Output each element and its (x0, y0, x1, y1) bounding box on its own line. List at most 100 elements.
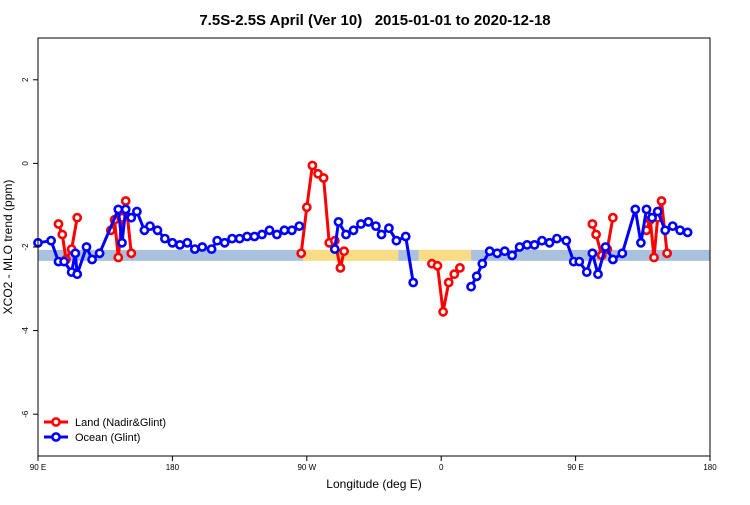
series-layer (33, 160, 693, 317)
series-1-point (492, 248, 503, 259)
series-1-point (477, 258, 488, 269)
x-tick-label: 90 E (30, 463, 46, 472)
series-1-point (120, 204, 131, 215)
x-tick-label: 180 (703, 463, 717, 472)
legend: Land (Nadir&Glint) Ocean (Glint) (44, 417, 166, 444)
y-axis-label: XCO2 - MLO trend (ppm) (1, 180, 15, 315)
series-0-point (432, 260, 443, 271)
series-1-point (376, 229, 387, 240)
legend-label-1: Ocean (Glint) (75, 432, 140, 444)
series-0-point (57, 229, 68, 240)
series-1-point (499, 246, 510, 257)
series-1-point (466, 281, 476, 292)
series-1-point (279, 225, 290, 236)
series-1-point (587, 248, 598, 259)
series-0-point (587, 219, 598, 229)
legend-marker-1 (51, 432, 61, 442)
series-0-point (608, 212, 618, 223)
series-1-point (682, 227, 693, 238)
series-0-point (296, 248, 307, 259)
y-tick-label: -4 (21, 326, 30, 334)
y-tick-label: 2 (21, 77, 30, 82)
series-1-point (471, 271, 482, 282)
series-1-point (544, 237, 555, 248)
series-1-point (234, 233, 245, 244)
series-1-point (608, 254, 618, 265)
series-1-point (227, 233, 237, 244)
series-0-point (339, 246, 349, 257)
series-1-point (94, 248, 105, 259)
legend-marker-0 (51, 417, 61, 427)
series-0-point (120, 196, 131, 206)
series-1-point (46, 235, 56, 246)
legend-label-0: Land (Nadir&Glint) (75, 417, 166, 429)
series-0-point (301, 202, 312, 213)
series-1-point (617, 248, 628, 259)
series-1-point (72, 269, 83, 280)
series-1-point (641, 204, 652, 215)
series-1-point (264, 225, 275, 236)
series-1-point (333, 216, 344, 227)
series-0 (53, 160, 672, 317)
series-1-point (206, 244, 217, 254)
series-1-point (652, 206, 663, 217)
series-0-point (454, 262, 465, 273)
series-1-point (212, 235, 223, 246)
series-1 (33, 204, 693, 292)
series-1-point (81, 242, 92, 252)
series-1-point (675, 225, 685, 236)
series-1-point (219, 237, 230, 248)
series-1-point (271, 229, 282, 240)
series-1-point (249, 231, 260, 242)
x-tick-label: 0 (439, 463, 444, 472)
series-0-point (662, 248, 672, 259)
series-1-point (182, 237, 193, 248)
series-0-point (53, 219, 64, 229)
series-1-point (507, 250, 517, 261)
series-1-point (126, 212, 137, 223)
series-1-point (117, 237, 127, 248)
series-1-point (159, 233, 170, 244)
series-0-point (443, 277, 454, 288)
series-1-point (630, 204, 641, 215)
series-1-point (363, 216, 374, 227)
series-1-point (257, 229, 267, 240)
series-1-point (600, 242, 611, 252)
y-tick-label: -2 (21, 243, 30, 251)
y-tick-label: 0 (21, 161, 30, 166)
x-tick-label: 90 W (297, 463, 316, 472)
y-tick-label: -6 (21, 410, 30, 418)
series-1-point (197, 242, 208, 252)
series-1-point (329, 244, 340, 254)
series-1-point (59, 256, 69, 267)
series-0-point (307, 160, 318, 171)
series-1-point (667, 221, 678, 231)
series-1-point (131, 206, 142, 217)
series-1-point (348, 225, 359, 236)
series-1-point (167, 237, 178, 248)
series-1-point (391, 235, 402, 246)
series-1-point (189, 244, 200, 254)
series-1-point (355, 219, 366, 229)
series-1-point (514, 242, 525, 252)
series-0-point (72, 212, 83, 223)
series-1-point (593, 269, 603, 280)
x-tick-label: 90 E (567, 463, 583, 472)
series-0-point (126, 248, 137, 259)
series-1-point (87, 254, 97, 265)
series-0-point (591, 229, 601, 240)
series-0-point (449, 269, 460, 280)
series-1-point (484, 246, 495, 257)
series-1-point (70, 248, 81, 259)
series-1-point (574, 256, 585, 267)
series-1-point (636, 237, 646, 248)
series-1-point (370, 221, 381, 231)
series-0-point (438, 306, 448, 317)
series-1-point (152, 225, 163, 236)
series-1-point (408, 277, 419, 288)
series-1-point (537, 235, 547, 246)
series-1-point (294, 221, 305, 231)
series-1-point (286, 225, 297, 236)
series-1-point (529, 239, 540, 250)
